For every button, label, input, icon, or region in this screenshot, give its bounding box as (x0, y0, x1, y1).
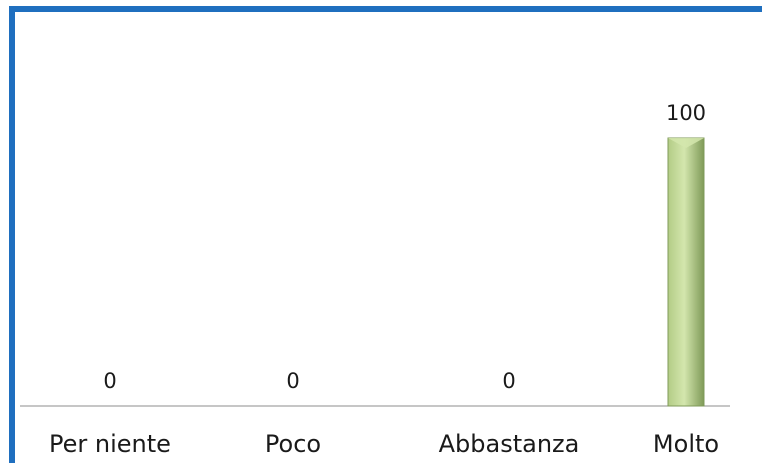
data-labels-layer: 0 0 0 100 (103, 101, 706, 393)
frame-left-border (9, 6, 15, 463)
x-tick-label-per-niente: Per niente (49, 430, 171, 458)
data-label-molto: 100 (666, 101, 706, 125)
bar-cap-molto (668, 138, 704, 148)
data-label-abbastanza: 0 (502, 369, 515, 393)
x-tick-label-poco: Poco (265, 430, 321, 458)
frame-top-border (9, 6, 762, 12)
data-label-poco: 0 (286, 369, 299, 393)
x-tick-label-molto: Molto (653, 430, 719, 458)
x-tick-labels-layer: Per niente Poco Abbastanza Molto (49, 430, 719, 458)
bars-layer (667, 137, 705, 407)
data-label-per-niente: 0 (103, 369, 116, 393)
x-tick-label-abbastanza: Abbastanza (439, 430, 580, 458)
bar-molto (667, 137, 705, 407)
